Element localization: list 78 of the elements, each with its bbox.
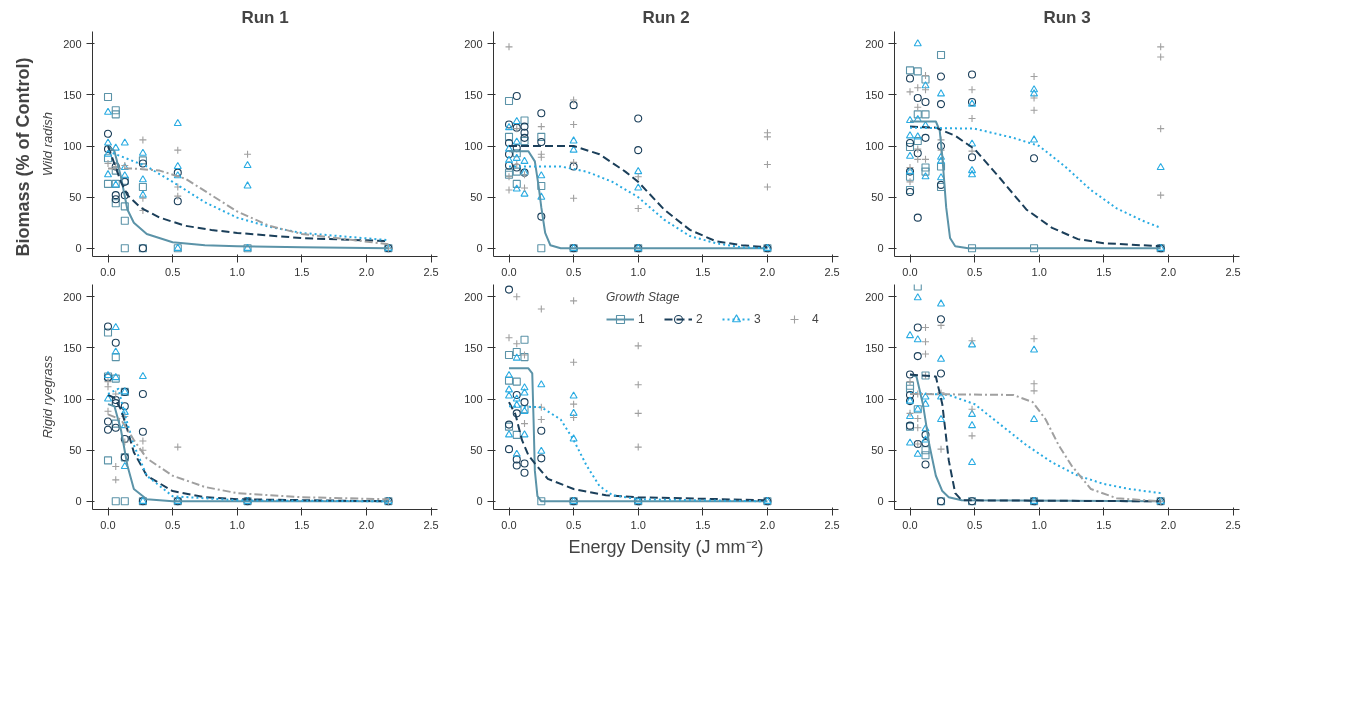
x-tick-label: 2.5 xyxy=(824,265,840,278)
y-tick-label: 50 xyxy=(470,191,483,204)
x-tick-label: 0.0 xyxy=(902,265,918,278)
x-tick-label: 0.0 xyxy=(501,518,517,531)
legend-label: 3 xyxy=(754,312,762,326)
x-tick-label: 1.0 xyxy=(229,265,245,278)
y-tick-label: 0 xyxy=(476,495,483,508)
x-tick-label: 1.0 xyxy=(229,518,245,531)
x-axis-title: Energy Density (J mm⁻²) xyxy=(568,536,764,557)
x-tick-label: 0.5 xyxy=(164,265,181,278)
x-tick-label: 2.5 xyxy=(1225,518,1241,531)
x-tick-label: 0.5 xyxy=(966,265,983,278)
y-tick-label: 100 xyxy=(865,140,884,153)
y-tick-label: 100 xyxy=(63,393,82,406)
x-tick-label: 0.0 xyxy=(100,265,116,278)
x-tick-label: 2.5 xyxy=(423,265,439,278)
x-tick-label: 1.5 xyxy=(1096,518,1112,531)
x-tick-label: 1.5 xyxy=(294,265,310,278)
y-tick-label: 100 xyxy=(464,140,483,153)
x-tick-label: 0.5 xyxy=(565,265,582,278)
y-tick-label: 150 xyxy=(63,341,82,354)
legend-label: 2 xyxy=(696,312,704,326)
text: Biomass (% of Control) xyxy=(12,57,33,257)
x-tick-label: 0.0 xyxy=(100,518,116,531)
chart-title: Run 3 xyxy=(1043,7,1091,27)
x-tick-label: 0.5 xyxy=(966,518,983,531)
y-tick-label: 100 xyxy=(63,140,82,153)
x-tick-label: 1.5 xyxy=(1096,265,1112,278)
x-tick-label: 2.0 xyxy=(759,518,776,531)
x-tick-label: 2.0 xyxy=(358,265,375,278)
y-tick-label: 0 xyxy=(75,495,82,508)
y-tick-label: 200 xyxy=(865,290,884,303)
x-tick-label: 2.0 xyxy=(759,265,776,278)
y-tick-label: 200 xyxy=(464,290,483,303)
x-tick-label: 1.5 xyxy=(294,518,310,531)
y-tick-label: 150 xyxy=(63,88,82,101)
y-tick-label: 100 xyxy=(464,393,483,406)
legend-label: 4 xyxy=(812,312,820,326)
x-tick-label: 2.0 xyxy=(1160,518,1177,531)
x-tick-label: 1.0 xyxy=(630,265,646,278)
y-tick-label: 200 xyxy=(865,37,884,50)
x-tick-label: 2.0 xyxy=(358,518,375,531)
x-tick-label: 1.0 xyxy=(1031,518,1047,531)
x-tick-label: 0.5 xyxy=(565,518,582,531)
y-tick-label: 0 xyxy=(877,242,884,255)
y-tick-label: 50 xyxy=(871,444,884,457)
y-tick-label: 200 xyxy=(63,290,82,303)
x-tick-label: 1.0 xyxy=(1031,265,1047,278)
y-tick-label: 0 xyxy=(476,242,483,255)
x-tick-label: 1.5 xyxy=(695,265,711,278)
y-tick-label: 150 xyxy=(865,341,884,354)
y-tick-label: 50 xyxy=(69,191,82,204)
y-tick-label: 0 xyxy=(877,495,884,508)
x-tick-label: 0.0 xyxy=(501,265,517,278)
y-tick-label: 50 xyxy=(69,444,82,457)
y-tick-label: 150 xyxy=(865,88,884,101)
y-tick-label: 200 xyxy=(464,37,483,50)
x-tick-label: 2.5 xyxy=(423,518,439,531)
y-axis-title: Wild radish xyxy=(40,111,56,177)
x-tick-label: 0.0 xyxy=(902,518,918,531)
chart-title: Run 1 xyxy=(241,7,289,27)
y-tick-label: 200 xyxy=(63,37,82,50)
x-tick-label: 2.5 xyxy=(824,518,840,531)
y-tick-label: 50 xyxy=(470,444,483,457)
x-tick-label: 1.0 xyxy=(630,518,646,531)
y-tick-label: 150 xyxy=(464,88,483,101)
x-tick-label: 0.5 xyxy=(164,518,181,531)
y-axis-title: Rigid ryegrass xyxy=(40,354,56,439)
y-tick-label: 150 xyxy=(464,341,483,354)
y-tick-label: 100 xyxy=(865,393,884,406)
y-tick-label: 50 xyxy=(871,191,884,204)
chart-title: Run 2 xyxy=(642,7,690,27)
x-tick-label: 2.0 xyxy=(1160,265,1177,278)
legend-label: 1 xyxy=(638,312,646,326)
x-tick-label: 1.5 xyxy=(695,518,711,531)
x-tick-label: 2.5 xyxy=(1225,265,1241,278)
legend-title: Growth Stage xyxy=(606,290,681,304)
y-tick-label: 0 xyxy=(75,242,82,255)
